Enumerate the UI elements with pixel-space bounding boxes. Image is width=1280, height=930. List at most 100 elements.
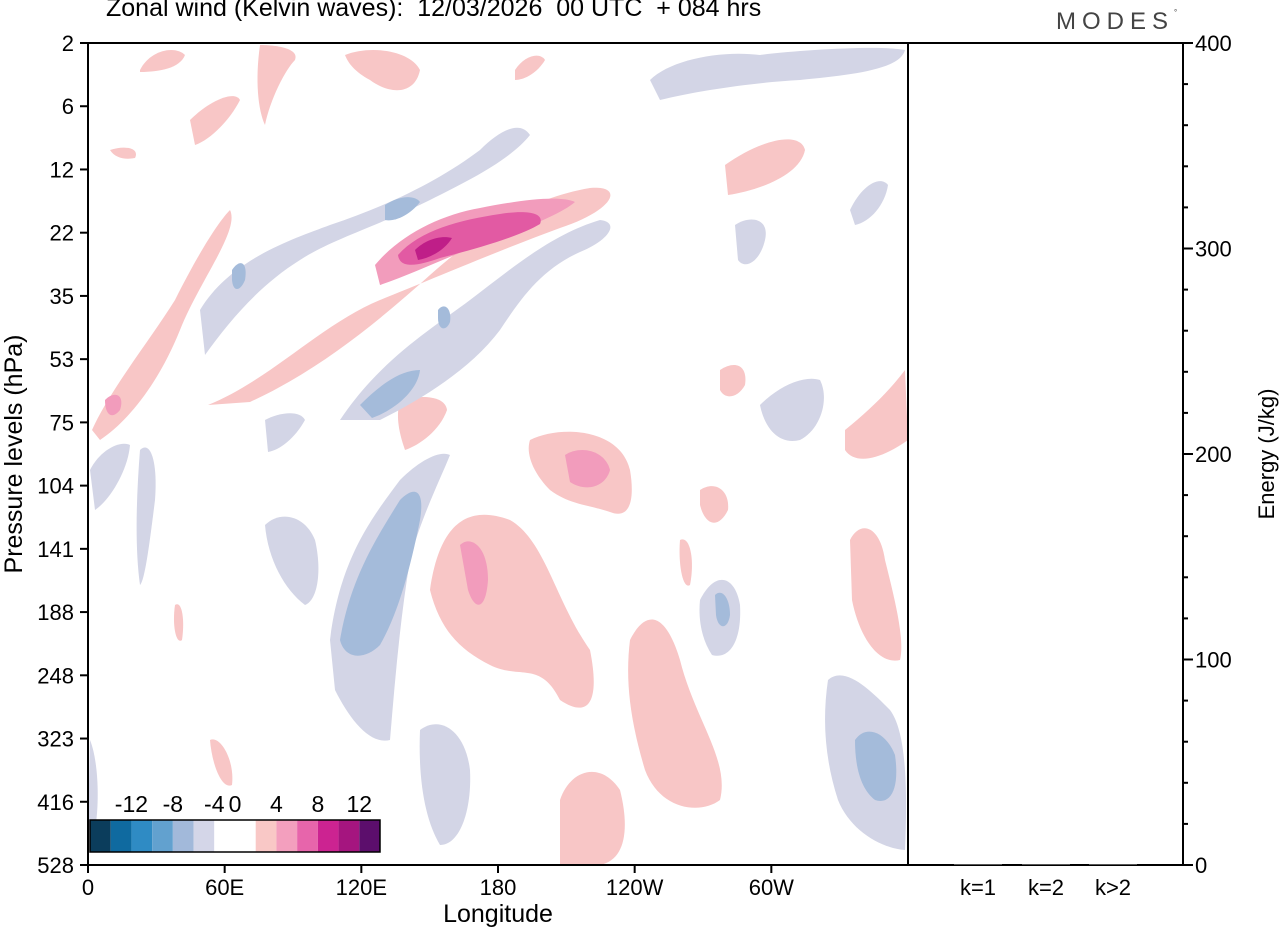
legend-swatch (317, 820, 339, 852)
y-tick-label: 53 (50, 347, 74, 372)
brand-logo: MODES° (1056, 8, 1177, 36)
y-tick-label: 6 (62, 94, 74, 119)
negative-anomaly-region (850, 181, 888, 225)
brand-text: MODES (1056, 8, 1175, 35)
legend-swatch (338, 820, 360, 852)
negative-anomaly-region (715, 592, 730, 627)
positive-anomaly-region (257, 45, 296, 125)
negative-anomaly-region (419, 724, 471, 845)
energy-category-label: k=2 (1028, 875, 1064, 900)
y-tick-label: 416 (37, 790, 74, 815)
positive-anomaly-region (565, 450, 610, 488)
energy-tick-label: 300 (1195, 237, 1232, 262)
y-tick-label: 248 (37, 663, 74, 688)
negative-anomaly-region (200, 127, 530, 356)
legend-swatch (214, 820, 235, 852)
legend-swatch (255, 820, 277, 852)
positive-anomaly-region (345, 50, 420, 91)
negative-anomaly-region (650, 47, 905, 100)
energy-tick-label: 400 (1195, 31, 1232, 56)
legend-label: -12 (115, 791, 148, 817)
positive-anomaly-region (725, 139, 805, 195)
energy-bar (1022, 864, 1070, 865)
legend-swatch (235, 820, 256, 852)
energy-bar (954, 864, 1002, 865)
positive-anomaly-region (210, 739, 233, 786)
legend-swatch (90, 820, 111, 852)
wind-contour-field (88, 45, 908, 865)
legend-label: -4 (204, 791, 225, 817)
positive-anomaly-region (850, 528, 902, 661)
x-tick-label: 0 (82, 875, 94, 900)
positive-anomaly-region (92, 210, 232, 440)
x-axis-label: Longitude (443, 900, 553, 928)
y-tick-label: 323 (37, 727, 74, 752)
negative-anomaly-region (88, 740, 98, 830)
energy-tick-label: 100 (1195, 648, 1232, 673)
legend-swatch (276, 820, 298, 852)
page-title: Zonal wind (Kelvin waves): 12/03/2026 00… (106, 0, 762, 22)
negative-anomaly-region (760, 378, 824, 441)
y-tick-label: 2 (62, 31, 74, 56)
brand-mark: ° (1174, 8, 1178, 17)
positive-anomaly-region (515, 55, 545, 80)
positive-anomaly-region (397, 397, 447, 450)
positive-anomaly-region (208, 187, 611, 405)
positive-anomaly-region (430, 514, 594, 708)
x-tick-label: 180 (480, 875, 517, 900)
y-tick-label: 528 (37, 853, 74, 878)
positive-anomaly-region (190, 96, 240, 145)
positive-anomaly-region (628, 619, 722, 808)
y-tick-label: 22 (50, 221, 74, 246)
legend-label: 8 (311, 791, 324, 817)
y-tick-label: 188 (37, 600, 74, 625)
x-tick-label: 60E (205, 875, 244, 900)
x-tick-label: 120E (336, 875, 387, 900)
legend-swatch (359, 820, 380, 852)
legend-swatch (131, 820, 153, 852)
negative-anomaly-region (232, 263, 246, 289)
negative-anomaly-region (360, 370, 420, 418)
y-tick-label: 141 (37, 537, 74, 562)
x-tick-label: 60W (749, 875, 794, 900)
energy-plot-frame (907, 42, 1184, 866)
negative-anomaly-region (136, 447, 156, 585)
positive-anomaly-region (720, 365, 746, 397)
energy-category-label: k>2 (1095, 875, 1131, 900)
positive-anomaly-region (415, 237, 452, 260)
y-tick-label: 75 (50, 410, 74, 435)
positive-anomaly-region (560, 771, 625, 865)
energy-bar (1089, 864, 1137, 865)
y-axis-label: Pressure levels (hPa) (0, 335, 28, 574)
y-tick-label: 104 (37, 474, 74, 499)
positive-anomaly-region (105, 394, 122, 416)
negative-anomaly-region (385, 197, 420, 221)
pressure-axis: 2 6 12 22 35 53 75 104 141 188 248 323 416 528 (37, 31, 88, 878)
energy-axis-label: Energy (J/kg) (1254, 389, 1279, 520)
energy-axis: 0 100 200 300 400 (1183, 31, 1232, 878)
negative-anomaly-region (735, 219, 766, 265)
y-tick-label: 35 (50, 284, 74, 309)
color-legend: -12 -8 -4 0 4 8 12 (89, 791, 381, 853)
legend-swatch (297, 820, 318, 852)
legend-swatch (152, 820, 173, 852)
longitude-axis: 0 60E 120E 180 120W 60W (82, 865, 794, 900)
negative-anomaly-region (438, 306, 451, 329)
negative-anomaly-region (855, 731, 897, 801)
legend-swatch (193, 820, 215, 852)
positive-anomaly-region (460, 541, 488, 605)
negative-anomaly-region (265, 516, 319, 605)
legend-swatch (110, 820, 132, 852)
positive-anomaly-region (679, 539, 692, 586)
negative-anomaly-region (90, 443, 130, 510)
negative-anomaly-region (265, 413, 305, 452)
positive-anomaly-region (845, 370, 908, 459)
legend-label: 12 (346, 791, 372, 817)
positive-anomaly-region (110, 147, 136, 159)
legend-swatch (172, 820, 194, 852)
energy-category-label: k=1 (960, 875, 996, 900)
y-tick-label: 12 (50, 157, 74, 182)
positive-anomaly-region (140, 50, 185, 72)
x-tick-label: 120W (606, 875, 664, 900)
